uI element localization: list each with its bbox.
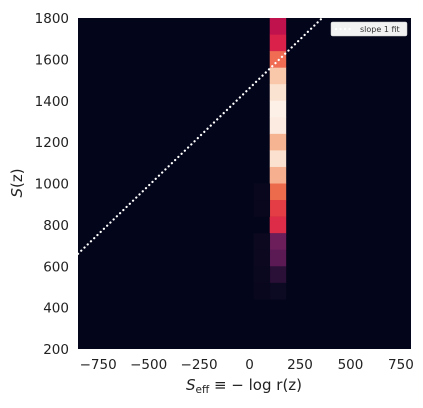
heatmap-bin [269,216,287,234]
y-tick-label: 1200 [35,135,69,151]
heatmap-bin [269,249,287,267]
y-tick-label: 800 [43,218,69,234]
x-tick-label: −250 [181,357,218,373]
heatmap-bin [253,233,271,250]
heatmap-bin [253,266,271,284]
heatmap-bin [269,200,287,217]
heatmap-bin [269,183,287,201]
x-axis-label: Seff ≡ − log r(z) [186,376,302,396]
slope-fit-line [76,16,324,255]
heatmap-bin [269,100,287,118]
legend-entry-label: slope 1 fit [360,25,400,34]
y-axis-label-rest: (z) [8,168,26,188]
x-axis: −750 −500 −250 0 250 500 750 [80,357,414,373]
legend-box [330,21,408,37]
y-tick-label: 400 [43,301,69,317]
x-tick-label: 750 [388,357,414,373]
plot-area [76,16,411,349]
heatmap-bins [253,18,287,300]
heatmap-bin [269,34,287,52]
heatmap-bin [253,183,271,201]
x-axis-label-rest: ≡ − log r(z) [209,376,302,394]
y-tick-label: 1600 [35,52,69,68]
x-tick-label: 500 [338,357,364,373]
y-axis-label: S(z) [8,168,26,197]
heatmap-bin [269,282,287,300]
heatmap-bin [269,18,287,35]
y-axis: 200 400 600 800 1000 1200 1400 1600 1800 [35,11,69,358]
heatmap-bin [269,67,287,85]
x-tick-label: −500 [130,357,167,373]
heatmap-bin [269,133,287,151]
heatmap-bin [269,166,287,184]
y-tick-label: 1400 [35,94,69,110]
heatmap-bin [253,282,271,300]
x-axis-label-main: S [186,376,196,394]
heatmap-bin [253,200,271,217]
plot-background [78,18,411,349]
x-axis-label-sub: eff [196,384,210,396]
heatmap-bin [269,117,287,135]
heatmap-bin [269,233,287,250]
y-tick-label: 600 [43,259,69,275]
x-tick-label: 0 [245,357,254,373]
heatmap-bin [269,150,287,168]
x-tick-label: −750 [80,357,117,373]
heatmap-bin [269,266,287,284]
legend: slope 1 fit [330,21,408,37]
y-tick-label: 200 [43,342,69,358]
x-tick-label: 250 [287,357,313,373]
heatmap-bin [269,84,287,102]
y-tick-label: 1800 [35,11,69,27]
y-tick-label: 1000 [35,177,69,193]
y-axis-label-main: S [8,188,26,198]
heatmap-bin [253,249,271,267]
